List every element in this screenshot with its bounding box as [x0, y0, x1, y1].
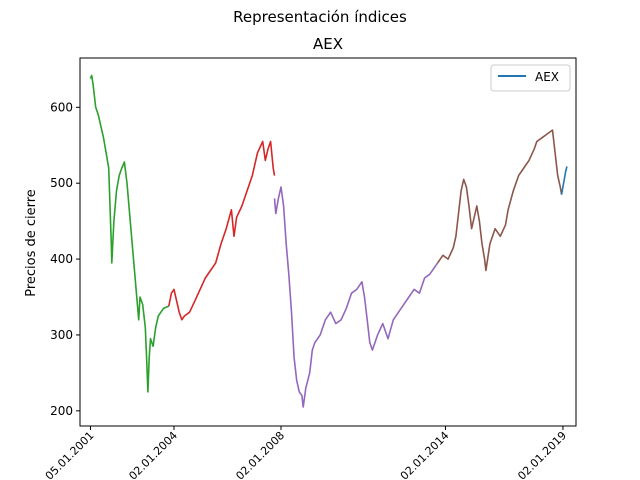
series-line-5	[560, 166, 568, 195]
y-tick-label: 200	[50, 404, 73, 418]
y-tick-label: 300	[50, 328, 73, 342]
y-tick-label: 400	[50, 252, 73, 266]
chart-title: AEX	[313, 35, 343, 53]
series-line-1	[89, 74, 170, 393]
legend-label-aex: AEX	[535, 70, 559, 84]
y-tick-label: 500	[50, 176, 73, 190]
y-ticks: 200 300 400 500 600	[50, 100, 80, 418]
series-line-2	[168, 140, 276, 321]
series-line-3	[273, 186, 439, 408]
plot-frame	[79, 57, 577, 427]
chart-suptitle: Representación índices	[233, 8, 407, 26]
y-axis-label: Precios de cierre	[24, 189, 39, 297]
legend: AEX	[490, 64, 571, 92]
legend-box	[490, 64, 571, 92]
series-line-4	[436, 129, 563, 272]
y-tick-label: 600	[50, 100, 73, 114]
plot-lines	[89, 74, 568, 408]
